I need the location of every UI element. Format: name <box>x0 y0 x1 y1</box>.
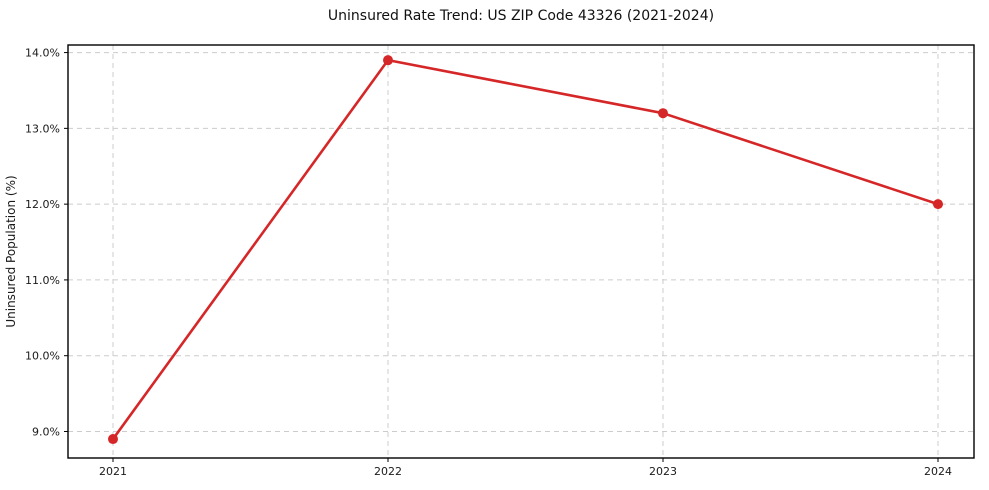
data-point-2021 <box>108 434 118 445</box>
plot-border <box>67 44 975 459</box>
data-point-2022 <box>383 55 393 66</box>
y-tick-label: 9.0% <box>32 425 60 438</box>
y-axis-label: Uninsured Population (%) <box>4 175 18 327</box>
data-point-2024 <box>933 199 943 210</box>
y-tick-label: 11.0% <box>25 274 60 287</box>
x-tick-label: 2024 <box>924 465 952 478</box>
x-tick-label: 2022 <box>374 465 402 478</box>
chart-title: Uninsured Rate Trend: US ZIP Code 43326 … <box>327 8 715 24</box>
y-tick-label: 10.0% <box>25 350 60 363</box>
y-tick-label: 12.0% <box>25 198 60 211</box>
y-tick-label: 14.0% <box>25 47 60 60</box>
data-point-2023 <box>658 108 668 119</box>
x-tick-label: 2023 <box>649 465 677 478</box>
y-tick-label: 13.0% <box>25 122 60 135</box>
trend-line <box>111 58 940 441</box>
x-tick-label: 2021 <box>99 465 127 478</box>
